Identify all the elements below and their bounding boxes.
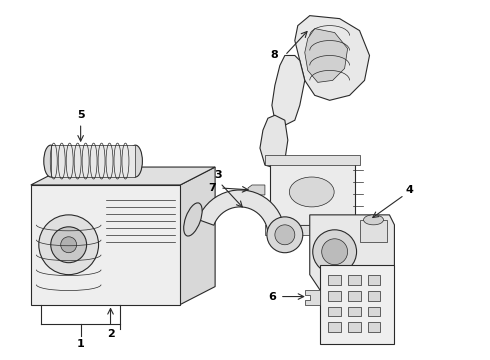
Bar (270, 160, 355, 225)
Bar (265, 155, 360, 165)
Bar (368, 323, 380, 332)
Ellipse shape (184, 203, 202, 236)
Bar (360, 220, 388, 242)
Bar (328, 291, 341, 301)
Bar (265, 225, 360, 235)
Circle shape (313, 230, 357, 274)
Bar (328, 323, 341, 332)
Ellipse shape (289, 177, 334, 207)
Text: 2: 2 (107, 329, 114, 339)
Bar (369, 265, 392, 283)
Polygon shape (248, 185, 265, 195)
Text: 7: 7 (208, 183, 216, 193)
Bar (368, 291, 380, 301)
Circle shape (267, 217, 303, 253)
Bar (51, 145, 135, 177)
Text: 4: 4 (405, 185, 413, 195)
Polygon shape (31, 167, 215, 185)
Circle shape (322, 239, 347, 265)
Polygon shape (310, 215, 394, 293)
Ellipse shape (364, 215, 384, 225)
Text: 6: 6 (268, 292, 276, 302)
Polygon shape (198, 190, 285, 235)
Circle shape (39, 215, 98, 275)
Text: 8: 8 (270, 50, 278, 60)
Bar (347, 323, 361, 332)
Polygon shape (260, 115, 288, 168)
Ellipse shape (128, 145, 143, 177)
Bar (319, 265, 394, 345)
Circle shape (61, 237, 76, 253)
Bar (31, 185, 180, 305)
Bar (347, 306, 361, 316)
Polygon shape (305, 28, 347, 82)
Polygon shape (295, 15, 369, 100)
Polygon shape (272, 55, 305, 125)
Bar (347, 275, 361, 285)
Bar (368, 306, 380, 316)
Text: 5: 5 (77, 110, 84, 120)
Bar (328, 275, 341, 285)
Circle shape (51, 227, 87, 263)
Bar (368, 275, 380, 285)
Bar (347, 291, 361, 301)
Circle shape (275, 225, 295, 245)
Polygon shape (180, 167, 215, 305)
Polygon shape (305, 289, 319, 305)
Ellipse shape (44, 145, 58, 177)
Text: 3: 3 (214, 170, 222, 180)
Bar (328, 306, 341, 316)
Text: 1: 1 (77, 339, 84, 349)
